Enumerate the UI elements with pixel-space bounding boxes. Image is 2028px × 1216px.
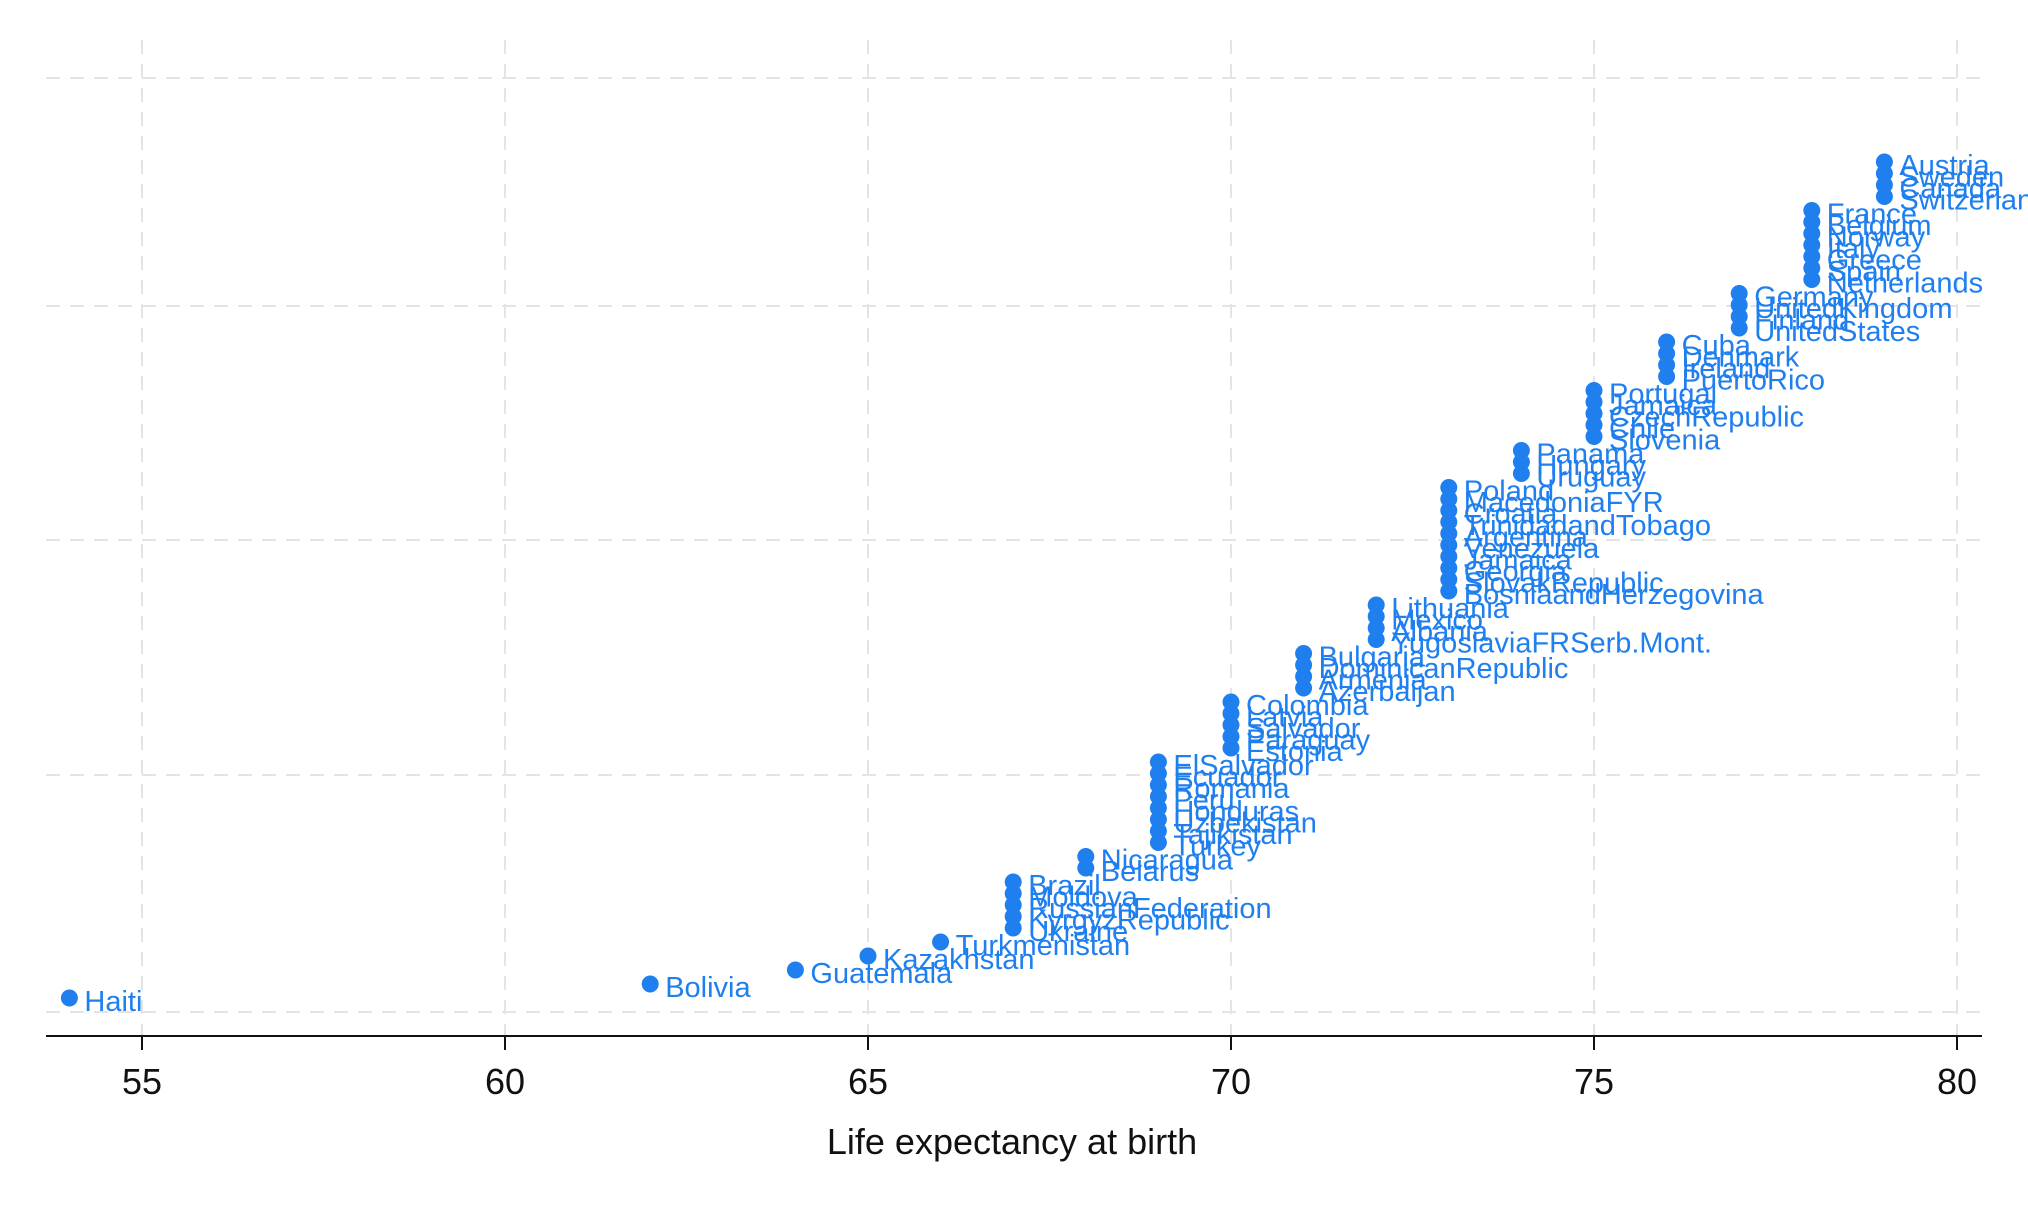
data-label-30: Albania bbox=[1391, 616, 1489, 648]
x-tick-label-75: 75 bbox=[1574, 1061, 1614, 1102]
data-label-10: Belarus bbox=[1101, 856, 1199, 888]
data-label-41: MacedoniaFYR bbox=[1464, 487, 1664, 519]
data-label-26: Armenia bbox=[1319, 665, 1428, 697]
x-axis-ticks: 55 60 65 70 75 80 bbox=[122, 1036, 1977, 1102]
data-label-56: Finland bbox=[1754, 305, 1849, 337]
data-point-24 bbox=[1222, 693, 1240, 711]
data-label-53: Denmark bbox=[1682, 342, 1800, 374]
data-label-43: Uruguay bbox=[1536, 462, 1646, 494]
data-point-42 bbox=[1440, 479, 1458, 496]
data-label-36: Jamaica bbox=[1464, 545, 1573, 577]
data-label-2: Guatemala bbox=[810, 958, 953, 990]
data-point-69 bbox=[1875, 153, 1893, 171]
data-label-33: BosniaandHerzegovina bbox=[1464, 579, 1765, 611]
data-label-62: Italy bbox=[1827, 233, 1881, 265]
data-label-6: KyrgyzRepublic bbox=[1028, 905, 1229, 937]
x-tick-label-60: 60 bbox=[485, 1061, 525, 1102]
data-label-21: Paraguay bbox=[1246, 725, 1371, 757]
x-tick-label-70: 70 bbox=[1211, 1061, 1251, 1102]
data-label-31: Mexico bbox=[1391, 605, 1483, 637]
data-label-22: Salvador bbox=[1246, 713, 1361, 745]
data-label-65: France bbox=[1827, 199, 1917, 231]
data-label-38: Argentina bbox=[1464, 522, 1589, 554]
data-label-1: Bolivia bbox=[665, 972, 751, 1004]
data-point-54 bbox=[1658, 333, 1676, 351]
x-tick-label-55: 55 bbox=[122, 1061, 162, 1102]
data-point-2 bbox=[786, 961, 804, 979]
data-label-15: Honduras bbox=[1173, 796, 1299, 828]
data-label-16: Peru bbox=[1173, 785, 1234, 817]
data-label-12: Turkey bbox=[1173, 831, 1261, 863]
x-tick-label-65: 65 bbox=[848, 1061, 888, 1102]
data-label-66: Switzerland bbox=[1899, 185, 2028, 217]
data-label-47: Chile bbox=[1609, 413, 1675, 445]
data-label-46: Slovenia bbox=[1609, 425, 1721, 457]
data-label-14: Uzbekistan bbox=[1173, 808, 1316, 840]
grid-lines bbox=[46, 40, 1982, 1036]
data-label-42: Poland bbox=[1464, 476, 1554, 508]
data-label-63: Norway bbox=[1827, 222, 1926, 254]
data-label-69: Austria bbox=[1899, 150, 1990, 182]
data-label-3: Kazakhstan bbox=[883, 944, 1035, 976]
x-axis-title: Life expectancy at birth bbox=[827, 1121, 1197, 1162]
data-label-4: Turkmenistan bbox=[956, 930, 1131, 962]
data-label-60: Spain bbox=[1827, 256, 1901, 288]
data-label-57: UnitedKingdom bbox=[1754, 293, 1952, 325]
data-label-40: Croatia bbox=[1464, 499, 1558, 531]
data-label-68: Sweden bbox=[1899, 162, 2004, 194]
data-label-64: Belgium bbox=[1827, 210, 1932, 242]
data-label-44: Hungary bbox=[1536, 450, 1646, 482]
data-label-55: UnitedStates bbox=[1754, 316, 1920, 348]
data-label-25: Azerbaijan bbox=[1319, 676, 1456, 708]
data-point-0 bbox=[60, 989, 78, 1007]
data-label-49: Jamaica bbox=[1609, 390, 1718, 422]
data-label-52: Ireland bbox=[1682, 353, 1771, 385]
data-label-8: Moldova bbox=[1028, 882, 1138, 914]
data-label-67: Canada bbox=[1899, 173, 2001, 205]
data-point-19 bbox=[1149, 753, 1167, 771]
data-point-50 bbox=[1585, 382, 1603, 399]
data-point-58 bbox=[1730, 285, 1748, 302]
data-label-5: Ukraine bbox=[1028, 916, 1128, 948]
data-label-23: Latvia bbox=[1246, 702, 1324, 734]
data-label-48: CzechRepublic bbox=[1609, 402, 1804, 434]
data-point-4 bbox=[932, 933, 950, 951]
data-label-18: Ecuador bbox=[1173, 762, 1281, 794]
data-label-59: Netherlands bbox=[1827, 268, 1983, 300]
data-label-61: Greece bbox=[1827, 245, 1922, 277]
data-label-29: YugoslaviaFRSerb.Mont. bbox=[1391, 628, 1712, 660]
data-point-45 bbox=[1512, 442, 1530, 459]
data-point-65 bbox=[1803, 202, 1821, 219]
data-label-7: RussianFederation bbox=[1028, 893, 1271, 925]
data-point-32 bbox=[1367, 596, 1385, 614]
data-label-27: DominicanRepublic bbox=[1319, 653, 1569, 685]
data-point-11 bbox=[1077, 848, 1095, 865]
data-point-9 bbox=[1004, 873, 1022, 891]
data-label-51: PuertoRico bbox=[1682, 365, 1825, 397]
data-label-13: Tajikistan bbox=[1173, 819, 1292, 851]
data-point-1 bbox=[641, 975, 659, 993]
data-label-20: Estonia bbox=[1246, 736, 1344, 768]
data-label-0: Haiti bbox=[84, 986, 142, 1018]
data-label-17: Romania bbox=[1173, 773, 1290, 805]
data-label-37: Venezuela bbox=[1464, 533, 1600, 565]
x-tick-label-80: 80 bbox=[1937, 1061, 1977, 1102]
data-label-35: Georgia bbox=[1464, 556, 1568, 588]
data-point-3 bbox=[859, 947, 877, 965]
data-label-34: SlovakRepublic bbox=[1464, 568, 1664, 600]
data-label-11: Nicaragua bbox=[1101, 845, 1234, 877]
data-label-39: TrinidadandTobago bbox=[1464, 510, 1711, 542]
data-label-19: ElSalvador bbox=[1173, 750, 1314, 782]
data-point-28 bbox=[1295, 645, 1313, 662]
data-points: Haiti Bolivia GuatemalaKazakhstanTurkmenis… bbox=[60, 150, 2028, 1018]
